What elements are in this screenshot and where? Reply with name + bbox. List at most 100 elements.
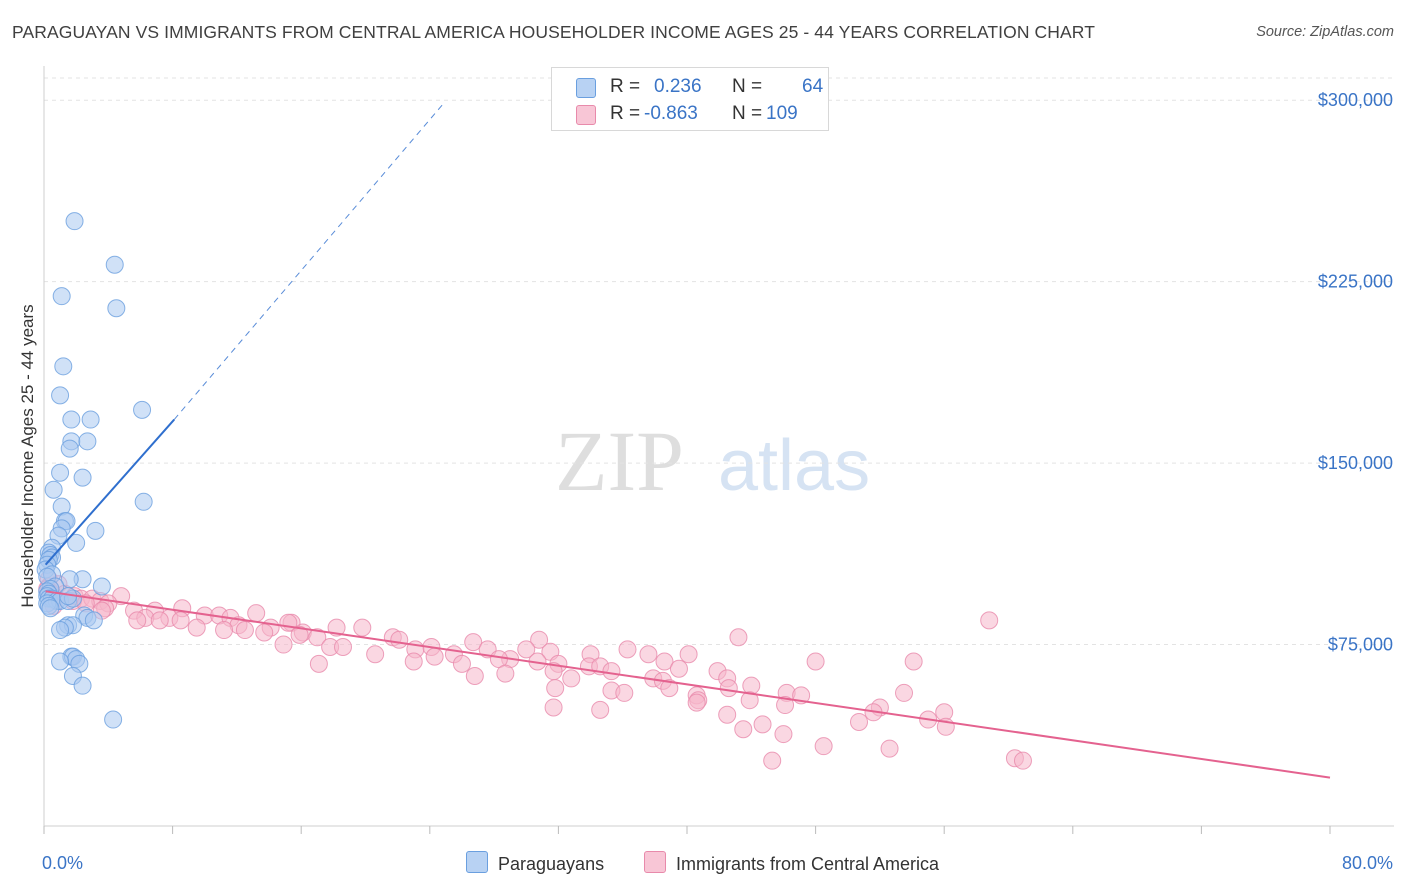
central-america-point [729,628,748,647]
central-america-point [366,645,385,664]
paraguayans-point [104,710,123,729]
paraguayans-point [84,611,103,630]
paraguayans-point [73,676,92,695]
central-america-point [308,628,327,647]
central-america-point [880,739,899,758]
central-america-point [333,637,352,656]
paraguayans-point [86,521,105,540]
paraguayans-trend-line [44,418,175,566]
central-america-point [464,633,483,652]
x-tick-label: 0.0% [42,853,83,873]
legend-r-value: -0.863 [644,103,698,124]
central-america-point [274,635,293,654]
central-america-point [618,640,637,659]
central-america-point [546,679,565,698]
central-america-point [1013,751,1032,770]
paraguayans-trend-extension [173,102,445,420]
central-america-point [150,611,169,630]
legend-swatch-blue [576,78,596,98]
legend-n-label: N = [732,103,763,124]
central-america-point [171,611,190,630]
legend-n-value: 64 [802,76,824,97]
paraguayans-point [51,463,70,482]
central-america-point [290,625,309,644]
central-america-point [425,647,444,666]
paraguayans-point [73,468,92,487]
central-america-point [850,712,869,731]
paraguayans-point [60,439,79,458]
central-america-point [452,654,471,673]
central-america-point [806,652,825,671]
bottom-legend-swatch-pink [644,851,666,873]
bottom-legend-swatch-blue [466,851,488,873]
central-america-point [255,623,274,642]
paraguayans-point [41,599,60,618]
central-america-point [655,652,674,671]
paraguayans-point [44,480,63,499]
paraguayans-point [92,577,111,596]
central-america-point [517,640,536,659]
central-america-point [544,698,563,717]
central-america-point [904,652,923,671]
paraguayans-point [107,299,126,318]
central-america-point [247,604,266,623]
paraguayans-point [67,533,86,552]
bottom-legend-label: Paraguayans [498,854,605,874]
central-america-point [602,662,621,681]
central-america-point [530,630,549,649]
y-tick-label: $300,000 [1318,90,1393,110]
watermark-zip: ZIP [555,413,684,509]
central-america-point [734,720,753,739]
legend-r-label: R = [610,103,641,124]
paraguayans-point [62,410,81,429]
central-america-point [327,618,346,637]
central-america-point [465,667,484,685]
legend-n-label: N = [732,76,763,97]
central-america-point [309,654,328,673]
paraguayans-point [81,410,100,429]
chart-title: PARAGUAYAN VS IMMIGRANTS FROM CENTRAL AM… [12,22,1095,42]
paraguayans-point [78,432,97,451]
paraguayans-point [134,492,153,511]
central-america-point [814,737,833,756]
central-america-point [562,669,581,688]
central-america-point [390,630,409,649]
central-america-point [660,679,679,698]
paraguayans-point [133,400,152,419]
central-america-point [128,611,147,630]
paraguayans-point [51,621,70,640]
paraguayans-point [52,287,71,306]
paraguayans-point [105,255,124,274]
central-america-point [719,679,738,698]
central-america-point [404,652,423,671]
central-america-point [687,693,706,712]
central-america-point [669,659,688,678]
paraguayans-point [65,212,84,231]
central-america-point [980,611,999,630]
central-america-point [774,725,793,744]
source-label: Source: ZipAtlas.com [1256,24,1394,40]
paraguayans-point [54,357,73,376]
central-america-point [615,683,634,702]
bottom-legend-paraguayans: Paraguayans [466,851,604,875]
central-america-point [187,618,206,637]
y-tick-label: $225,000 [1318,272,1393,292]
correlation-legend: R = 0.236 N = 64 R = -0.863 N = 109 [551,67,829,131]
central-america-point [639,645,658,664]
watermark-atlas: atlas [718,426,870,506]
y-tick-label: $75,000 [1328,635,1393,655]
legend-r-value: 0.236 [654,76,702,97]
legend-swatch-pink [576,105,596,125]
central-america-point [353,618,372,637]
y-tick-label: $150,000 [1318,453,1393,473]
central-america-point [215,621,234,640]
central-america-point [753,715,772,734]
central-america-point [591,700,610,719]
central-america-point [496,664,515,683]
bottom-legend-central-america: Immigrants from Central America [644,851,939,875]
bottom-legend-label: Immigrants from Central America [676,854,940,874]
central-america-point [740,691,759,710]
central-america-point [679,645,698,664]
x-tick-label: 80.0% [1342,853,1393,873]
